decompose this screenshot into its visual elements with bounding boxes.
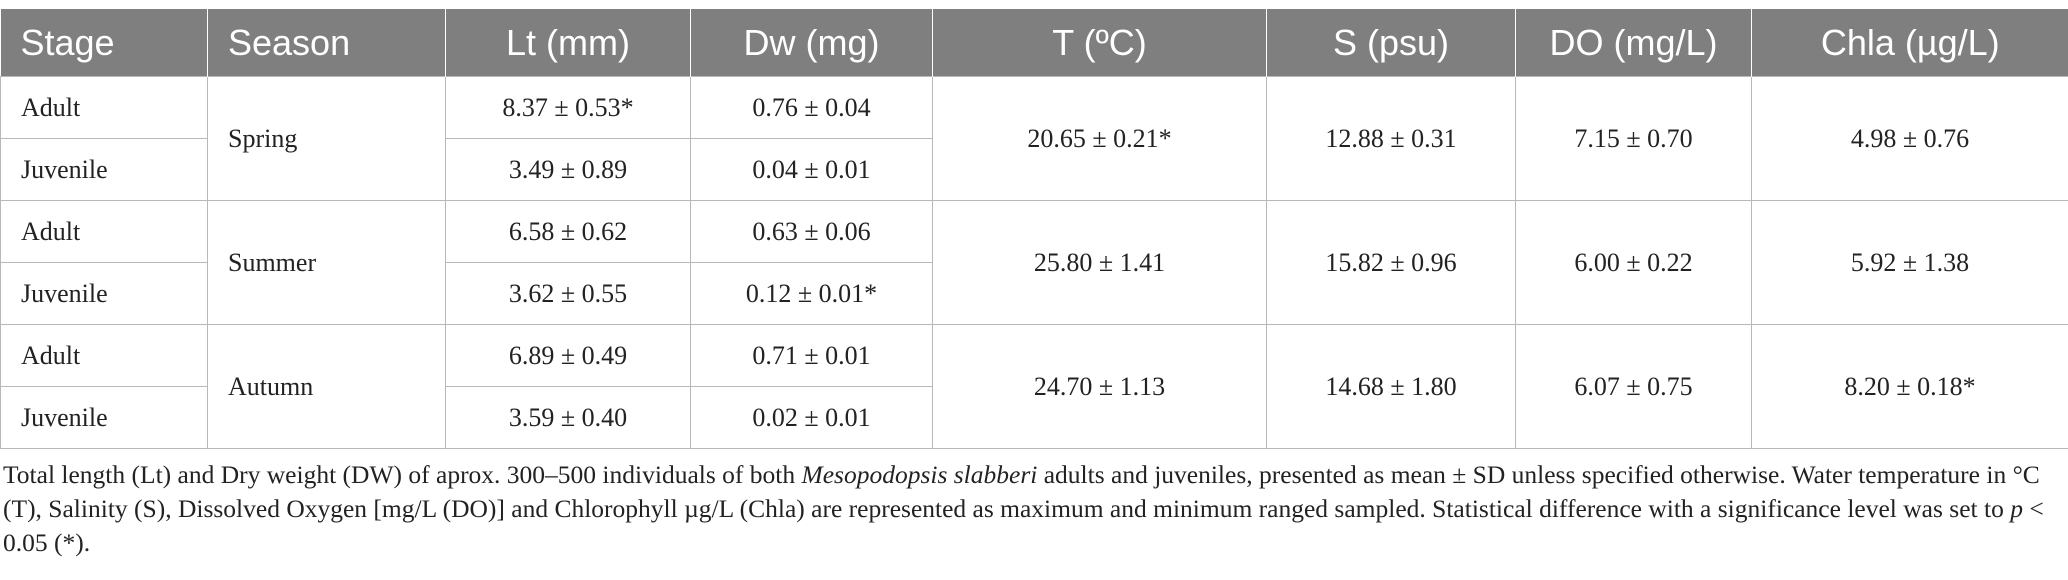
lt-cell: 6.89 ± 0.49	[445, 324, 691, 387]
table-figure: Stage Season Lt (mm) Dw (mg) T (ºC) S (p…	[0, 9, 2068, 560]
lt-cell: 3.62 ± 0.55	[445, 262, 691, 325]
lt-cell: 8.37 ± 0.53*	[445, 76, 691, 139]
dw-cell: 0.76 ± 0.04	[690, 76, 933, 139]
header-temperature: T (ºC)	[932, 9, 1267, 77]
temperature-cell: 24.70 ± 1.13	[932, 324, 1267, 449]
dw-cell: 0.02 ± 0.01	[690, 386, 933, 449]
stage-cell: Adult	[0, 76, 208, 139]
data-table: Stage Season Lt (mm) Dw (mg) T (ºC) S (p…	[0, 9, 2068, 449]
dw-cell: 0.04 ± 0.01	[690, 138, 933, 201]
chla-cell: 4.98 ± 0.76	[1751, 76, 2068, 201]
stage-cell: Adult	[0, 200, 208, 263]
table-caption: Total length (Lt) and Dry weight (DW) of…	[0, 458, 2067, 560]
header-dw: Dw (mg)	[690, 9, 933, 77]
stage-cell: Juvenile	[0, 262, 208, 325]
temperature-cell: 20.65 ± 0.21*	[932, 76, 1267, 201]
table-row: Juvenile 3.49 ± 0.89 0.04 ± 0.01	[0, 138, 2068, 201]
header-stage: Stage	[0, 9, 208, 77]
stage-cell: Adult	[0, 324, 208, 387]
table-row: Adult Autumn 6.89 ± 0.49 0.71 ± 0.01 24.…	[0, 324, 2068, 449]
lt-cell: 6.58 ± 0.62	[445, 200, 691, 263]
season-cell: Summer	[207, 200, 446, 325]
header-do: DO (mg/L)	[1515, 9, 1752, 77]
salinity-cell: 12.88 ± 0.31	[1266, 76, 1516, 201]
stage-cell: Juvenile	[0, 386, 208, 449]
caption-text-2: adults and juveniles, presented as mean …	[3, 460, 2040, 523]
table-row: Adult Summer 6.58 ± 0.62 0.63 ± 0.06 25.…	[0, 200, 2068, 325]
dw-cell: 0.71 ± 0.01	[690, 324, 933, 387]
lt-cell: 3.59 ± 0.40	[445, 386, 691, 449]
caption-p-symbol: p	[2010, 494, 2023, 523]
do-cell: 7.15 ± 0.70	[1515, 76, 1752, 201]
do-cell: 6.07 ± 0.75	[1515, 324, 1752, 449]
lt-cell: 3.49 ± 0.89	[445, 138, 691, 201]
do-cell: 6.00 ± 0.22	[1515, 200, 1752, 325]
temperature-cell: 25.80 ± 1.41	[932, 200, 1267, 325]
dw-cell: 0.12 ± 0.01*	[690, 262, 933, 325]
salinity-cell: 14.68 ± 1.80	[1266, 324, 1516, 449]
header-season: Season	[207, 9, 446, 77]
header-row: Stage Season Lt (mm) Dw (mg) T (ºC) S (p…	[0, 9, 2068, 77]
season-cell: Spring	[207, 76, 446, 201]
chla-cell: 8.20 ± 0.18*	[1751, 324, 2068, 449]
salinity-cell: 15.82 ± 0.96	[1266, 200, 1516, 325]
caption-text-3: < 0.05 (*).	[3, 494, 2044, 557]
table-row: Adult Spring 8.37 ± 0.53* 0.76 ± 0.04 20…	[0, 76, 2068, 201]
table-row: Juvenile 3.59 ± 0.40 0.02 ± 0.01	[0, 386, 2068, 449]
chla-cell: 5.92 ± 1.38	[1751, 200, 2068, 325]
stage-cell: Juvenile	[0, 138, 208, 201]
caption-text-1: Total length (Lt) and Dry weight (DW) of…	[3, 460, 802, 489]
dw-cell: 0.63 ± 0.06	[690, 200, 933, 263]
caption-species: Mesopodopsis slabberi	[801, 460, 1038, 489]
header-chla: Chla (µg/L)	[1751, 9, 2068, 77]
season-cell: Autumn	[207, 324, 446, 449]
header-lt: Lt (mm)	[445, 9, 691, 77]
header-salinity: S (psu)	[1266, 9, 1516, 77]
